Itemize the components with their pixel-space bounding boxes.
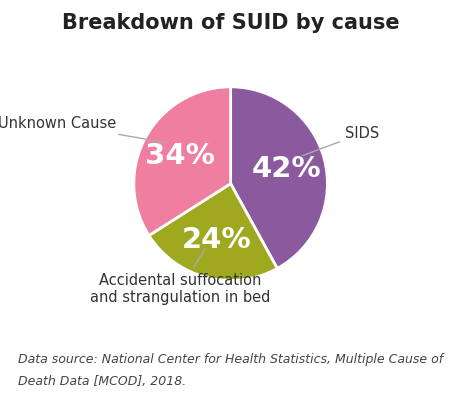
Text: 24%: 24% [181, 226, 251, 254]
Wedge shape [134, 87, 231, 235]
Wedge shape [230, 87, 328, 268]
Text: Unknown Cause: Unknown Cause [0, 116, 165, 142]
Text: Data source: National Center for Health Statistics, Multiple Cause of: Data source: National Center for Health … [18, 353, 443, 366]
Text: Death Data [MCOD], 2018.: Death Data [MCOD], 2018. [18, 375, 186, 388]
Text: 34%: 34% [145, 142, 215, 170]
Title: Breakdown of SUID by cause: Breakdown of SUID by cause [62, 13, 400, 32]
Wedge shape [149, 184, 277, 280]
Text: SIDS: SIDS [303, 126, 379, 156]
Text: Accidental suffocation
and strangulation in bed: Accidental suffocation and strangulation… [90, 249, 270, 305]
Text: 42%: 42% [252, 155, 322, 183]
